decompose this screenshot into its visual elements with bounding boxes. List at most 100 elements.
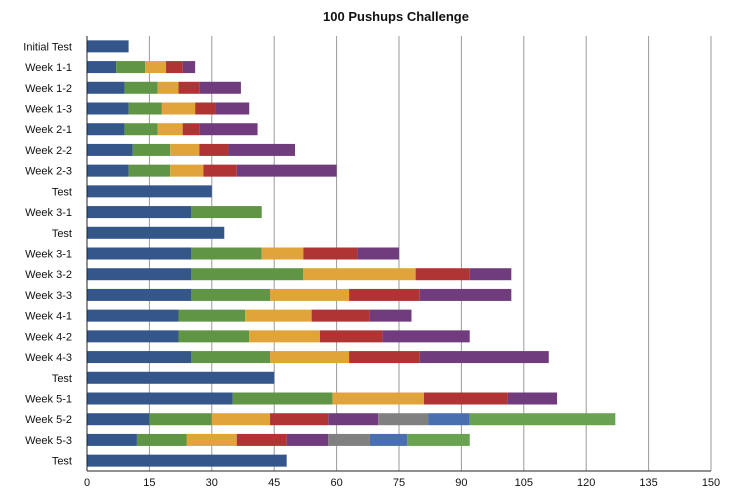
bar-segment xyxy=(199,143,229,156)
bar-segment xyxy=(469,413,616,426)
bar-segment xyxy=(87,288,191,301)
category-label: Week 4-2 xyxy=(25,331,72,343)
bar-segment xyxy=(303,247,358,260)
bar-segment xyxy=(87,61,117,74)
bar-segment xyxy=(191,206,262,219)
bar-segment xyxy=(191,247,262,260)
x-tick-label: 105 xyxy=(515,477,533,489)
x-tick-label: 15 xyxy=(143,477,155,489)
category-label: Week 5-1 xyxy=(25,394,72,406)
bar-segment xyxy=(199,123,258,136)
bar-segment xyxy=(128,164,171,177)
bar-segment xyxy=(191,268,304,281)
category-label: Week 2-2 xyxy=(25,145,72,157)
bar-segment xyxy=(149,413,212,426)
category-label: Week 5-2 xyxy=(25,414,72,426)
category-label: Week 4-3 xyxy=(25,352,72,364)
bar-segment xyxy=(232,392,333,405)
bar-segment xyxy=(124,81,158,94)
category-label: Week 2-3 xyxy=(25,166,72,178)
bar-segment xyxy=(136,433,187,446)
x-tick-label: 0 xyxy=(84,477,90,489)
category-label: Test xyxy=(52,456,72,468)
x-tick-label: 120 xyxy=(577,477,595,489)
x-tick-label: 60 xyxy=(330,477,342,489)
bar-segment xyxy=(87,143,133,156)
category-label: Week 3-2 xyxy=(25,269,72,281)
bar-segment xyxy=(170,164,204,177)
bar-segment xyxy=(349,351,420,364)
category-label: Week 5-3 xyxy=(25,435,72,447)
bar-segment xyxy=(369,433,408,446)
x-tick-label: 30 xyxy=(206,477,218,489)
bar-segment xyxy=(182,61,196,74)
category-label: Test xyxy=(52,228,72,240)
bar-segment xyxy=(191,288,271,301)
bar-segment xyxy=(87,454,287,467)
bar-segment xyxy=(87,309,179,322)
bar-segment xyxy=(407,433,470,446)
bar-segment xyxy=(469,268,512,281)
category-label: Week 1-2 xyxy=(25,83,72,95)
bar-segment xyxy=(423,392,508,405)
bar-segment xyxy=(319,330,383,343)
bar-segment xyxy=(87,40,129,53)
bar-segment xyxy=(87,247,191,260)
bar-segment xyxy=(132,143,171,156)
bar-segment xyxy=(419,351,549,364)
bar-segment xyxy=(166,61,183,74)
bar-segment xyxy=(170,143,200,156)
bar-segment xyxy=(228,143,295,156)
bar-segment xyxy=(178,330,250,343)
category-label: Initial Test xyxy=(23,41,72,53)
bar-segment xyxy=(186,433,237,446)
x-tick-label: 90 xyxy=(455,477,467,489)
bars xyxy=(87,40,616,467)
bar-segment xyxy=(311,309,370,322)
bar-segment xyxy=(191,351,271,364)
bar-segment xyxy=(157,81,179,94)
bar-segment xyxy=(203,164,237,177)
bar-segment xyxy=(87,185,212,198)
x-tick-label: 150 xyxy=(702,477,720,489)
bar-segment xyxy=(270,288,350,301)
bar-segment xyxy=(145,61,167,74)
category-label: Test xyxy=(52,373,72,385)
bar-segment xyxy=(286,433,329,446)
bar-segment xyxy=(87,392,233,405)
x-tick-labels: 0 15 30 45 60 75 90 105 120 135 150 xyxy=(84,477,720,489)
bar-segment xyxy=(182,123,200,136)
bar-segment xyxy=(87,164,129,177)
x-tick-label: 75 xyxy=(393,477,405,489)
bar-segment xyxy=(87,206,191,219)
category-label: Week 3-1 xyxy=(25,249,72,261)
bar-segment xyxy=(87,268,191,281)
bar-segment xyxy=(270,413,329,426)
bar-segment xyxy=(415,268,470,281)
category-label: Week 3-3 xyxy=(25,290,72,302)
bar-segment xyxy=(428,413,470,426)
category-label: Week 2-1 xyxy=(25,124,72,136)
bar-segment xyxy=(245,309,312,322)
bar-segment xyxy=(178,309,246,322)
bar-segment xyxy=(249,330,320,343)
category-label: Test xyxy=(52,186,72,198)
x-tick-label: 135 xyxy=(639,477,657,489)
bar-segment xyxy=(332,392,424,405)
category-label: Week 3-1 xyxy=(25,207,72,219)
bar-segment xyxy=(87,371,275,384)
bar-segment xyxy=(378,413,429,426)
bar-segment xyxy=(211,413,271,426)
bar-segment xyxy=(328,433,370,446)
bar-segment xyxy=(349,288,420,301)
bar-segment xyxy=(87,102,129,115)
x-tick-label: 45 xyxy=(268,477,280,489)
bar-segment xyxy=(382,330,470,343)
bar-segment xyxy=(215,102,250,115)
bar-segment xyxy=(357,247,399,260)
bar-segment xyxy=(303,268,416,281)
bar-segment xyxy=(87,81,125,94)
bar-segment xyxy=(87,413,150,426)
bar-segment xyxy=(124,123,158,136)
